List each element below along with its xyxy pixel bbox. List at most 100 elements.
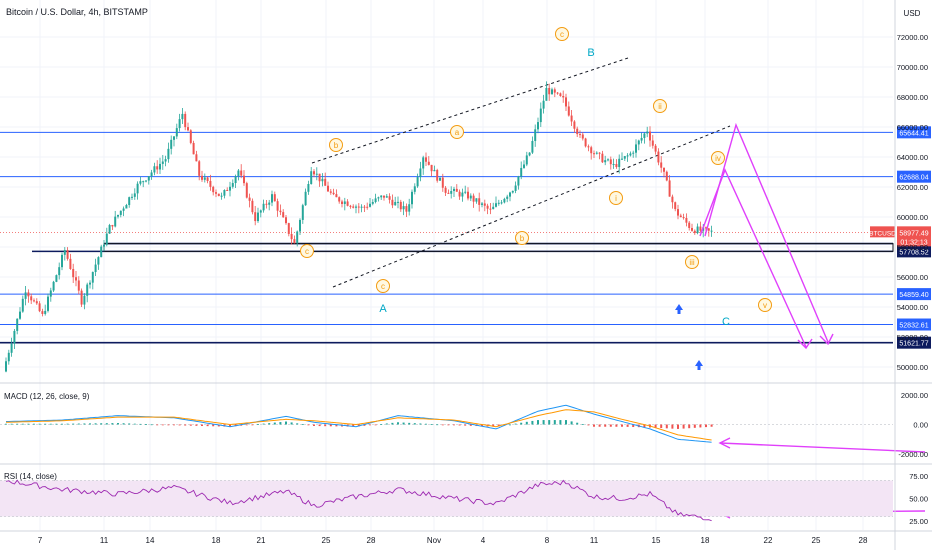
candle-body — [257, 212, 259, 222]
channel-upper[interactable] — [311, 57, 629, 164]
macd-histogram-bar — [408, 422, 411, 425]
candle-body — [584, 138, 587, 147]
candle-body — [315, 173, 318, 175]
macd-histogram-bar — [201, 424, 203, 426]
macd-histogram-bar — [537, 420, 539, 425]
symbol-title: Bitcoin / U.S. Dollar, 4h, BITSTAMP — [6, 7, 148, 17]
macd-histogram-bar — [307, 424, 310, 426]
macd-histogram-bar — [509, 424, 511, 426]
horizontal-levels[interactable]: 65644.4162688.0458226.5457708.5254859.40… — [0, 126, 931, 349]
wave-label-b: b — [334, 141, 339, 150]
candle-body — [192, 142, 195, 155]
candle-body — [161, 161, 164, 164]
macd-histogram-bar — [481, 424, 483, 427]
candle-body — [615, 164, 618, 168]
macd-histogram-bar — [178, 424, 181, 426]
candle-body — [63, 250, 66, 255]
time-tick-label: 25 — [322, 536, 331, 545]
candle-body — [282, 212, 285, 218]
macd-histogram-bar — [693, 424, 696, 428]
candle-body — [579, 134, 581, 136]
macd-histogram-bar — [458, 424, 461, 426]
macd-divergence-arrow[interactable] — [719, 442, 926, 453]
wave-label-v: v — [763, 301, 767, 310]
candle-body — [514, 185, 517, 191]
macd-histogram-bar — [587, 424, 590, 426]
projection-path-b[interactable] — [699, 168, 807, 348]
candle-body — [240, 170, 243, 176]
wave-label-a: a — [455, 128, 460, 137]
candle-body — [66, 250, 69, 259]
level-price-label: 57708.52 — [899, 249, 928, 256]
candle-body — [385, 196, 388, 198]
macd-histogram-bar — [542, 420, 545, 425]
level-price-tag — [897, 126, 931, 139]
macd-histogram-bar — [251, 424, 254, 426]
candle-body — [321, 178, 324, 182]
trend-channel[interactable] — [311, 57, 731, 288]
macd-histogram-bar — [111, 423, 114, 425]
macd-histogram-bar — [385, 423, 388, 425]
wave-label-c: c — [381, 282, 385, 291]
macd-histogram-bar — [425, 423, 427, 425]
macd-histogram-bar — [397, 422, 399, 425]
candle-body — [469, 195, 472, 199]
price-tick-label: 64000.00 — [897, 153, 928, 162]
wave-circle — [329, 138, 343, 152]
candle-body — [413, 186, 416, 192]
candle-body — [30, 296, 33, 301]
macd-histogram-bar — [296, 423, 299, 425]
macd-histogram-bar — [335, 424, 338, 427]
macd-histogram-bar — [145, 424, 147, 425]
wave-circle — [711, 151, 725, 165]
macd-histogram-bar — [77, 423, 80, 425]
symbol-tag-label: BTCUSD — [869, 230, 896, 237]
candle-body — [402, 206, 405, 210]
wave-label-b: b — [520, 234, 525, 243]
candle-body — [181, 113, 184, 120]
macd-histogram-bar — [369, 424, 371, 426]
candle-body — [562, 96, 565, 98]
candle-body — [637, 140, 640, 145]
macd-histogram-bar — [229, 424, 231, 427]
candle-body — [69, 258, 72, 269]
level-price-label: 54859.40 — [899, 292, 928, 299]
macd-histogram-bar — [318, 424, 321, 427]
candle-body — [408, 204, 411, 212]
macd-line — [6, 404, 712, 443]
candle-body — [296, 231, 299, 244]
macd-histogram-bar — [27, 423, 30, 425]
macd-histogram-bar — [626, 424, 629, 427]
rsi-band — [0, 480, 893, 517]
candle-body — [399, 201, 402, 210]
rsi-line — [5, 479, 712, 522]
candle-body — [10, 343, 13, 353]
time-tick-label: 18 — [701, 536, 710, 545]
candle-body — [318, 173, 321, 182]
macd-histogram-bar — [363, 424, 366, 426]
macd-histogram-bar — [660, 424, 663, 429]
projection-path-a[interactable] — [704, 122, 829, 343]
wave-label-C: C — [722, 316, 730, 328]
macd-histogram-bar — [565, 420, 567, 425]
candle-body — [660, 162, 663, 168]
candle-body — [290, 233, 293, 240]
macd-histogram-bar — [245, 424, 248, 426]
macd-histogram-bar — [139, 423, 142, 425]
candle-body — [553, 89, 556, 93]
candle-body — [105, 233, 108, 245]
candle-body — [679, 215, 682, 218]
candle-body — [483, 203, 486, 206]
candle-body — [394, 201, 397, 206]
candle-body — [682, 217, 685, 219]
candle-body — [47, 296, 49, 311]
candle-body — [520, 167, 523, 177]
macd-histogram-bar — [38, 423, 41, 425]
wave-circle — [555, 27, 569, 41]
macd-tick-label: -2000.00 — [898, 450, 928, 459]
candle-body — [145, 180, 147, 182]
candle-body — [380, 195, 383, 198]
candle-body — [52, 281, 55, 291]
